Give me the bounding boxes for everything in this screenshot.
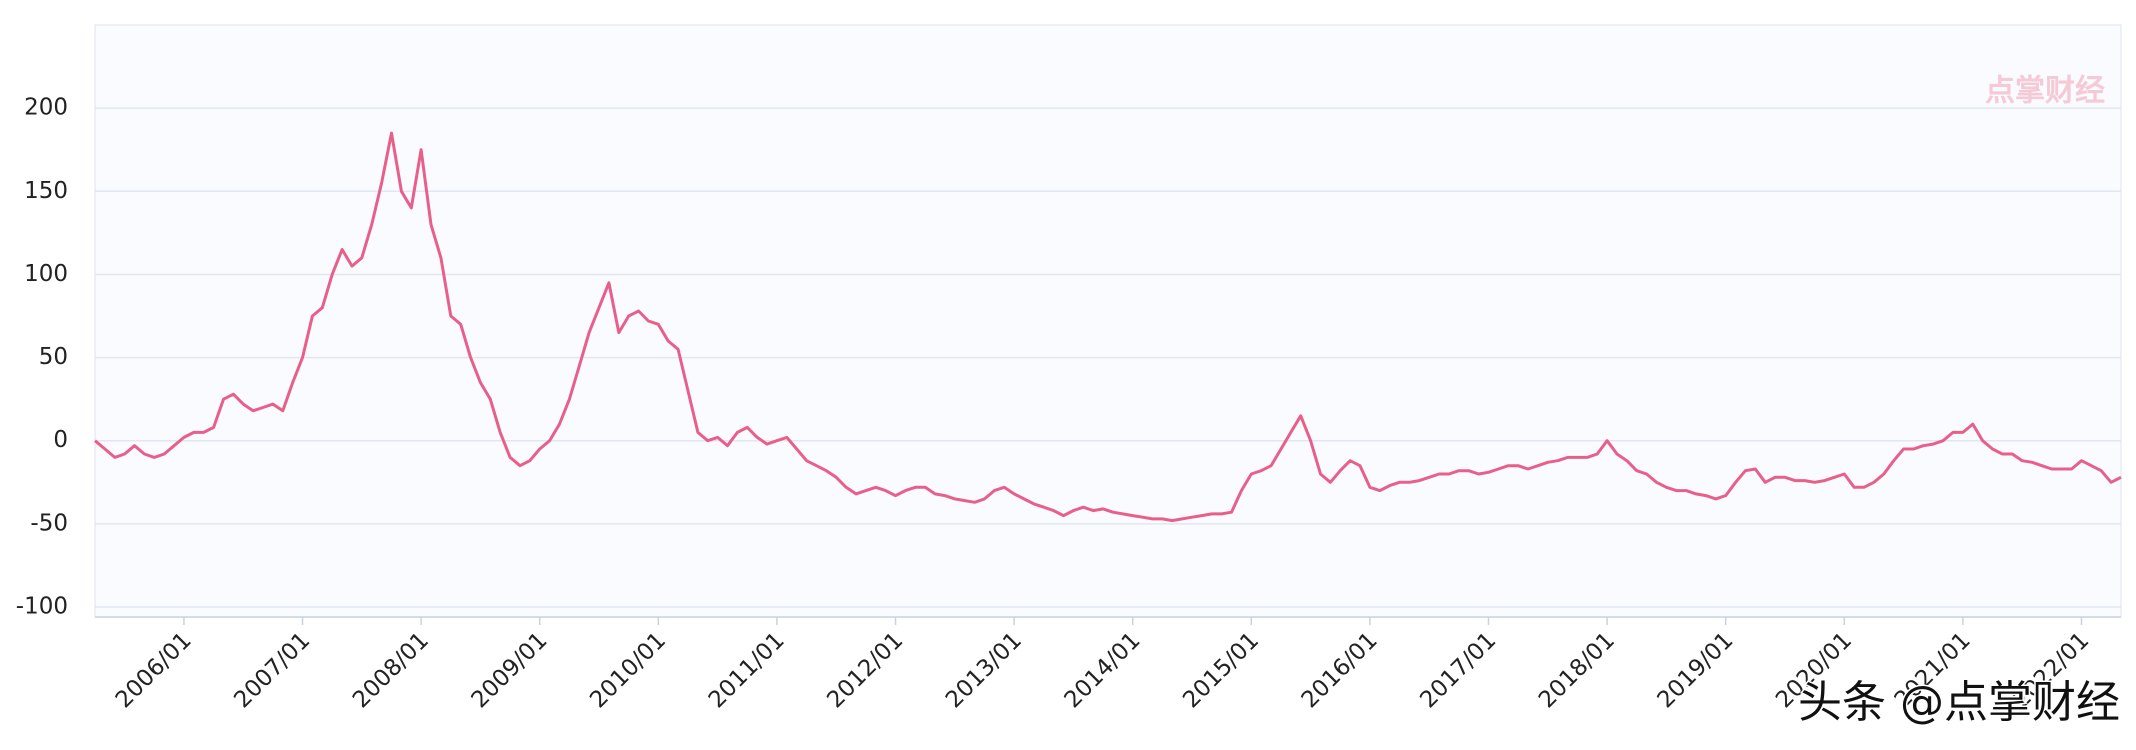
x-tick-label: 2011/01 — [704, 627, 790, 713]
x-tick-label: 2013/01 — [941, 627, 1027, 713]
logo-watermark: 点掌财经 — [1985, 74, 2105, 109]
plot-area — [94, 24, 2122, 618]
data-line — [94, 131, 2122, 523]
x-tick-label: 2014/01 — [1060, 627, 1146, 713]
y-tick-label: 100 — [24, 261, 68, 287]
y-tick-label: -100 — [16, 594, 68, 620]
y-tick-label: 50 — [39, 344, 68, 370]
x-tick-label: 2018/01 — [1534, 627, 1620, 713]
x-tick-label: 2008/01 — [348, 627, 434, 713]
x-tick-label: 2010/01 — [585, 627, 671, 713]
x-tick-label: 2006/01 — [111, 627, 197, 713]
x-tick-label: 2016/01 — [1297, 627, 1383, 713]
x-tick-label: 2019/01 — [1653, 627, 1739, 713]
x-tick-label: 2009/01 — [467, 627, 553, 713]
x-tick-label: 2017/01 — [1415, 627, 1501, 713]
y-tick-label: 200 — [24, 95, 68, 121]
x-tick-label: 2007/01 — [229, 627, 315, 713]
x-tick-label: 2015/01 — [1178, 627, 1264, 713]
y-tick-label: -50 — [30, 510, 68, 536]
credit-watermark: 头条 @点掌财经 — [1798, 677, 2120, 728]
x-tick-label: 2012/01 — [822, 627, 908, 713]
y-tick-label: 150 — [24, 178, 68, 204]
y-tick-label: 0 — [53, 427, 68, 453]
